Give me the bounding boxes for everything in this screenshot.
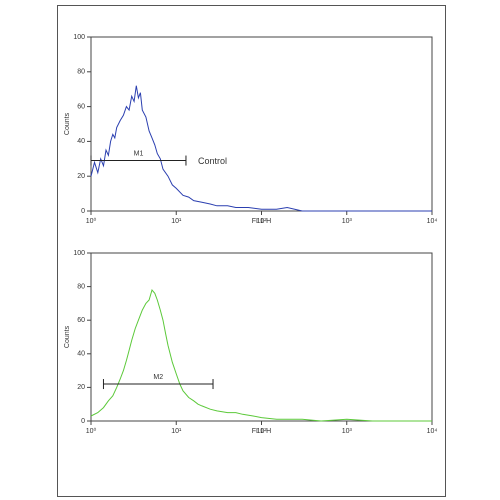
y-tick-label: 80 [77, 69, 85, 76]
gate-label: M1 [134, 150, 144, 157]
plot-frame [90, 252, 433, 422]
x-tick-label: 10⁴ [427, 218, 438, 225]
annotation: Control [198, 156, 227, 166]
x-tick-label: 10⁰ [86, 427, 97, 435]
y-tick-label: 80 [77, 283, 85, 290]
x-tick-label: 10⁰ [86, 217, 97, 225]
y-tick-label: 100 [73, 250, 85, 257]
y-tick-label: 20 [77, 173, 85, 180]
y-tick-label: 100 [73, 34, 85, 41]
histogram-line [90, 288, 432, 422]
plot-frame [90, 36, 433, 212]
x-tick-label: 10¹ [171, 428, 182, 435]
y-tick-label: 40 [77, 351, 85, 358]
x-tick-label: 10¹ [171, 218, 182, 225]
gate-label: M2 [153, 374, 163, 381]
y-tick-label: 60 [77, 103, 85, 110]
y-tick-label: 0 [81, 418, 85, 425]
y-tick-label: 40 [77, 138, 85, 145]
x-tick-label: 10³ [342, 428, 353, 435]
y-axis-label: Counts [64, 112, 71, 135]
y-axis-label: Counts [64, 325, 71, 348]
x-axis-label: FL1-H [252, 428, 271, 435]
x-tick-label: 10² [256, 218, 267, 225]
x-tick-label: 10³ [342, 218, 353, 225]
y-tick-label: 0 [81, 208, 85, 215]
y-tick-label: 20 [77, 384, 85, 391]
y-tick-label: 60 [77, 317, 85, 324]
histogram-line [90, 85, 432, 212]
x-axis-label: FL1-H [252, 218, 271, 225]
x-tick-label: 10⁴ [427, 428, 438, 435]
x-tick-label: 10² [256, 428, 267, 435]
figure-border [57, 5, 446, 497]
